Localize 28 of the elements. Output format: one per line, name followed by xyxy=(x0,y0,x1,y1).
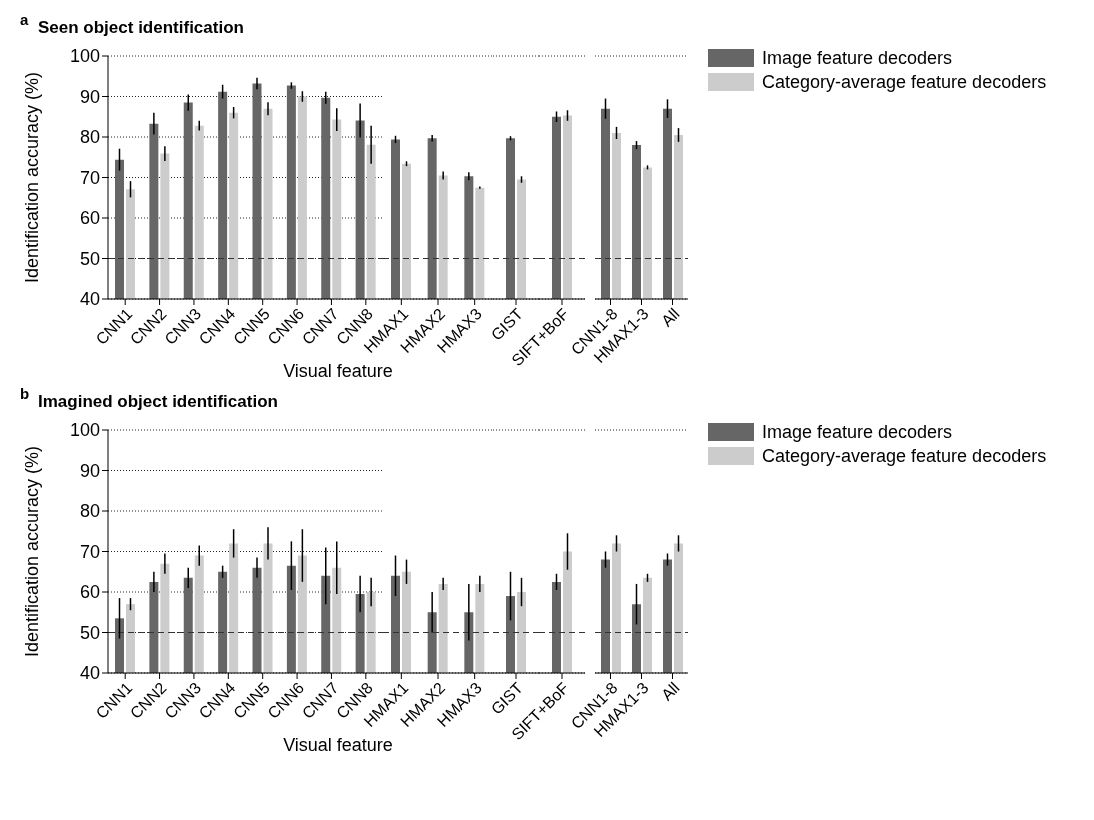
text: b xyxy=(20,385,30,402)
y-tick-label: 50 xyxy=(79,622,100,643)
y-axis-title: Identification accuracy (%) xyxy=(22,445,43,658)
y-tick-label: 90 xyxy=(79,460,100,481)
legend-label: Image feature decoders xyxy=(762,47,953,69)
text: a xyxy=(20,11,29,28)
y-tick-label: 50 xyxy=(79,248,100,269)
y-tick-label: 100 xyxy=(69,46,100,67)
y-tick-label: 60 xyxy=(79,208,100,229)
y-tick-label: 70 xyxy=(79,541,100,562)
y-tick-label: 40 xyxy=(79,663,100,684)
y-tick-label: 40 xyxy=(79,289,100,310)
x-axis-title: Visual feature xyxy=(282,735,394,756)
y-tick-label: 70 xyxy=(79,167,100,188)
y-tick-label: 60 xyxy=(79,582,100,603)
x-tick-label: All xyxy=(658,305,683,330)
legend-label: Image feature decoders xyxy=(762,421,953,443)
x-tick-label: All xyxy=(658,679,683,704)
y-axis-title: Identification accuracy (%) xyxy=(22,71,43,284)
y-tick-label: 80 xyxy=(79,127,100,148)
legend-label: Category-average feature decoders xyxy=(762,71,1047,93)
y-tick-label: 90 xyxy=(79,86,100,107)
y-tick-label: 80 xyxy=(79,501,100,522)
chart-title: Imagined object identification xyxy=(38,392,278,412)
y-tick-label: 100 xyxy=(69,420,100,441)
legend-label: Category-average feature decoders xyxy=(762,445,1047,467)
chart-title: Seen object identification xyxy=(38,18,244,38)
x-axis-title: Visual feature xyxy=(282,361,394,382)
